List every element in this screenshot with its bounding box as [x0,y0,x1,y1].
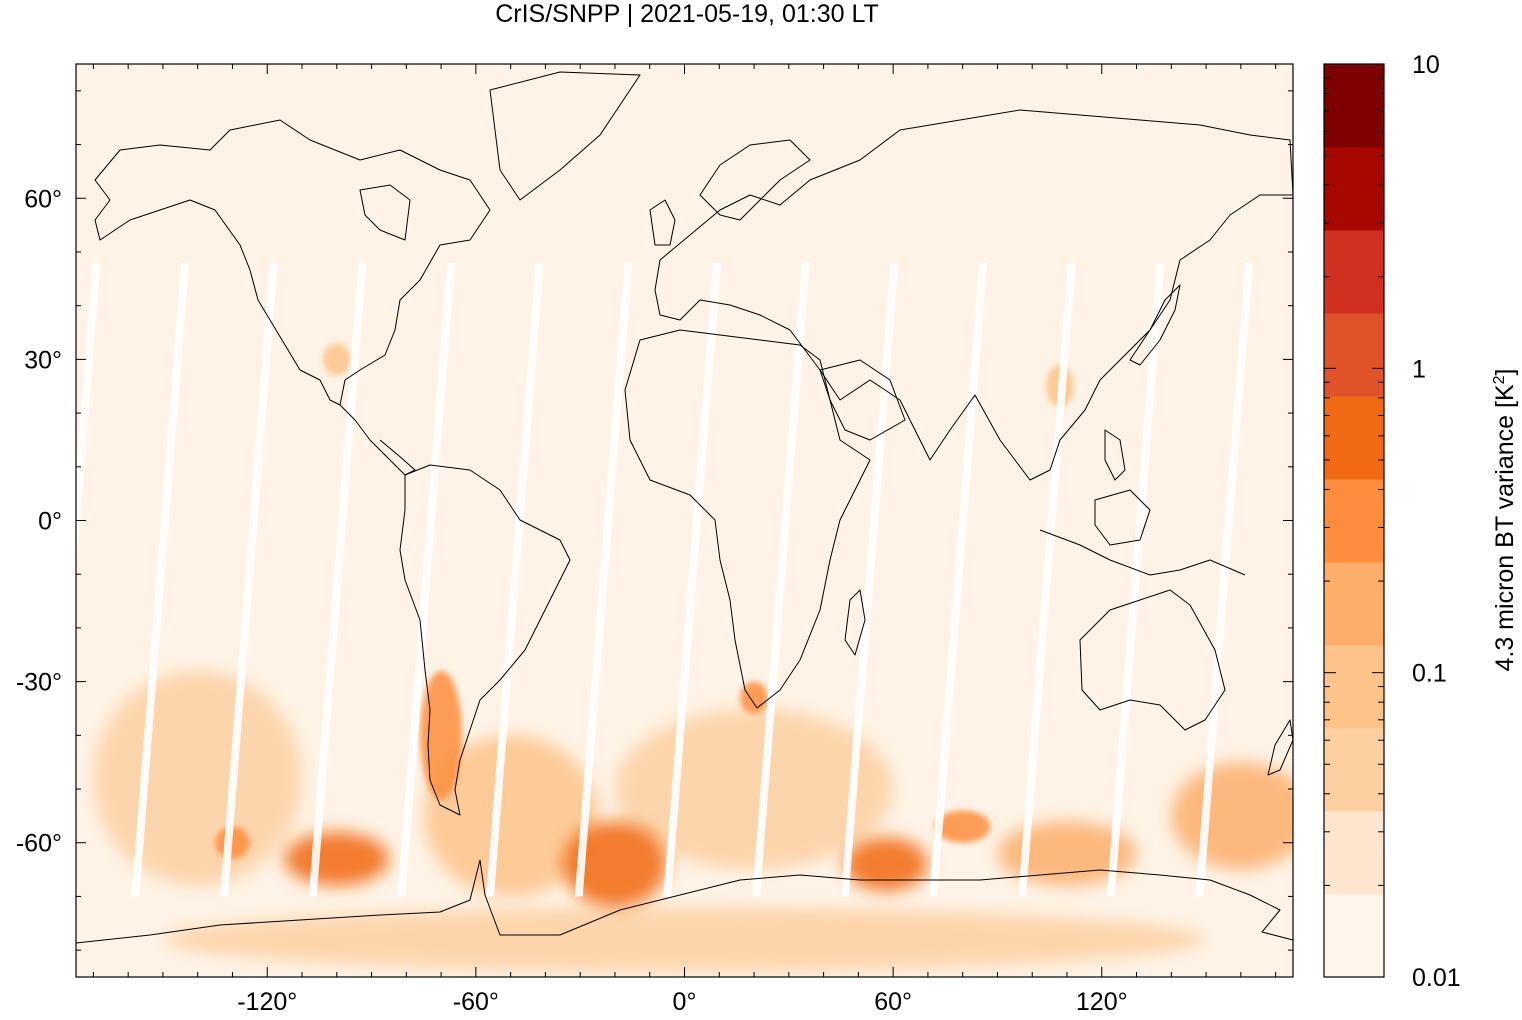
y-tick-label: 0° [38,508,62,536]
variance-region [162,907,1207,972]
colorbar-band [1324,313,1384,397]
orbit-gap [752,262,810,897]
orbit-gap [929,262,988,897]
x-axis: -120° -60° 0° 60° 120° [92,64,1277,1016]
orbit-gap [1195,262,1254,897]
coastline-australia [1079,589,1226,731]
colorbar-tick-label: 0.1 [1412,660,1447,688]
variance-region [997,821,1137,886]
colorbar-frame [1323,63,1385,978]
colorbar-band [1324,147,1384,231]
coastline-arabia [819,359,906,441]
colorbar-band [1324,811,1384,895]
coastline-philippines [1104,429,1126,481]
variance-region [934,810,991,843]
orbit-gap [397,262,456,897]
colorbar-band [1324,64,1384,148]
orbit-gap [131,262,190,897]
coastline-africa [624,329,871,709]
variance-region [740,681,768,714]
orbit-gap [663,262,722,897]
coastline-japan [1129,284,1181,366]
coastline-indonesia [1039,529,1246,576]
coastline-hudson-bay [359,184,411,241]
chart-title: CrIS/SNPP | 2021-05-19, 01:30 LT [495,0,879,28]
map-plot-area: -120° -60° 0° 60° 120° 60° 30° 0° -30° -60° [16,63,1294,1016]
colorbar-band [1324,479,1384,563]
orbit-gap [486,262,544,897]
orbit-gap [574,262,633,897]
variance-region [420,670,462,800]
colorbar: 0.01 0.1 1 10 4.3 micron BT variance [K2] [1323,51,1519,992]
coastline-north-america [94,119,491,406]
variance-region [322,343,351,376]
x-tick-label: 0° [673,988,697,1016]
colorbar-label: 4.3 micron BT variance [K2] [1491,368,1519,671]
orbit-gap [308,262,367,897]
coastline-scandinavia [699,139,811,221]
coastlines [76,71,1293,944]
variance-region [93,670,303,886]
colorbar-label-exp: 2 [1491,375,1508,384]
colorbar-ticks: 0.01 0.1 1 10 [1324,51,1461,992]
colorbar-bands [1324,64,1384,978]
x-tick-label: 120° [1076,988,1128,1016]
colorbar-label-suffix: ] [1491,368,1519,375]
variance-region [284,831,389,886]
orbit-gap [220,262,278,897]
coastline-new-zealand [1267,719,1293,776]
x-tick-label: 60° [874,988,912,1016]
variance-region [562,821,668,908]
variance-region [844,837,928,892]
orbit-gap [76,262,101,575]
x-tick-label: -60° [453,988,499,1016]
variance-region [423,735,598,897]
x-tick-label: -120° [237,988,297,1016]
colorbar-tick-label: 10 [1412,51,1440,79]
colorbar-band [1324,645,1384,729]
variance-region [614,708,894,870]
colorbar-tick-label: 0.01 [1412,964,1461,992]
colorbar-band [1324,562,1384,646]
colorbar-band [1324,728,1384,812]
orbit-gap [840,262,899,897]
colorbar-band [1324,396,1384,480]
colorbar-label-prefix: 4.3 micron BT variance [K [1491,384,1519,671]
y-tick-label: -60° [16,830,62,858]
orbit-gap [1106,262,1165,897]
colorbar-tick-label: 1 [1412,355,1426,383]
y-tick-label: -30° [16,669,62,697]
orbit-gap [1018,262,1076,897]
y-tick-label: 30° [24,346,62,374]
colorbar-band [1324,230,1384,314]
y-tick-label: 60° [24,185,62,213]
coastline-eurasia [654,109,1293,481]
orbit-gaps [76,262,1254,897]
y-axis: 60° 30° 0° -30° -60° [16,90,1293,951]
coastline-antarctica [76,859,1293,944]
coastline-central-america [339,404,416,476]
coastline-borneo [1094,489,1151,546]
coastline-greenland [489,71,641,201]
coastline-uk [649,199,676,246]
coastline-madagascar [844,589,866,656]
coastline-south-america [399,464,571,816]
variance-region [1171,762,1293,870]
colorbar-band [1324,894,1384,978]
